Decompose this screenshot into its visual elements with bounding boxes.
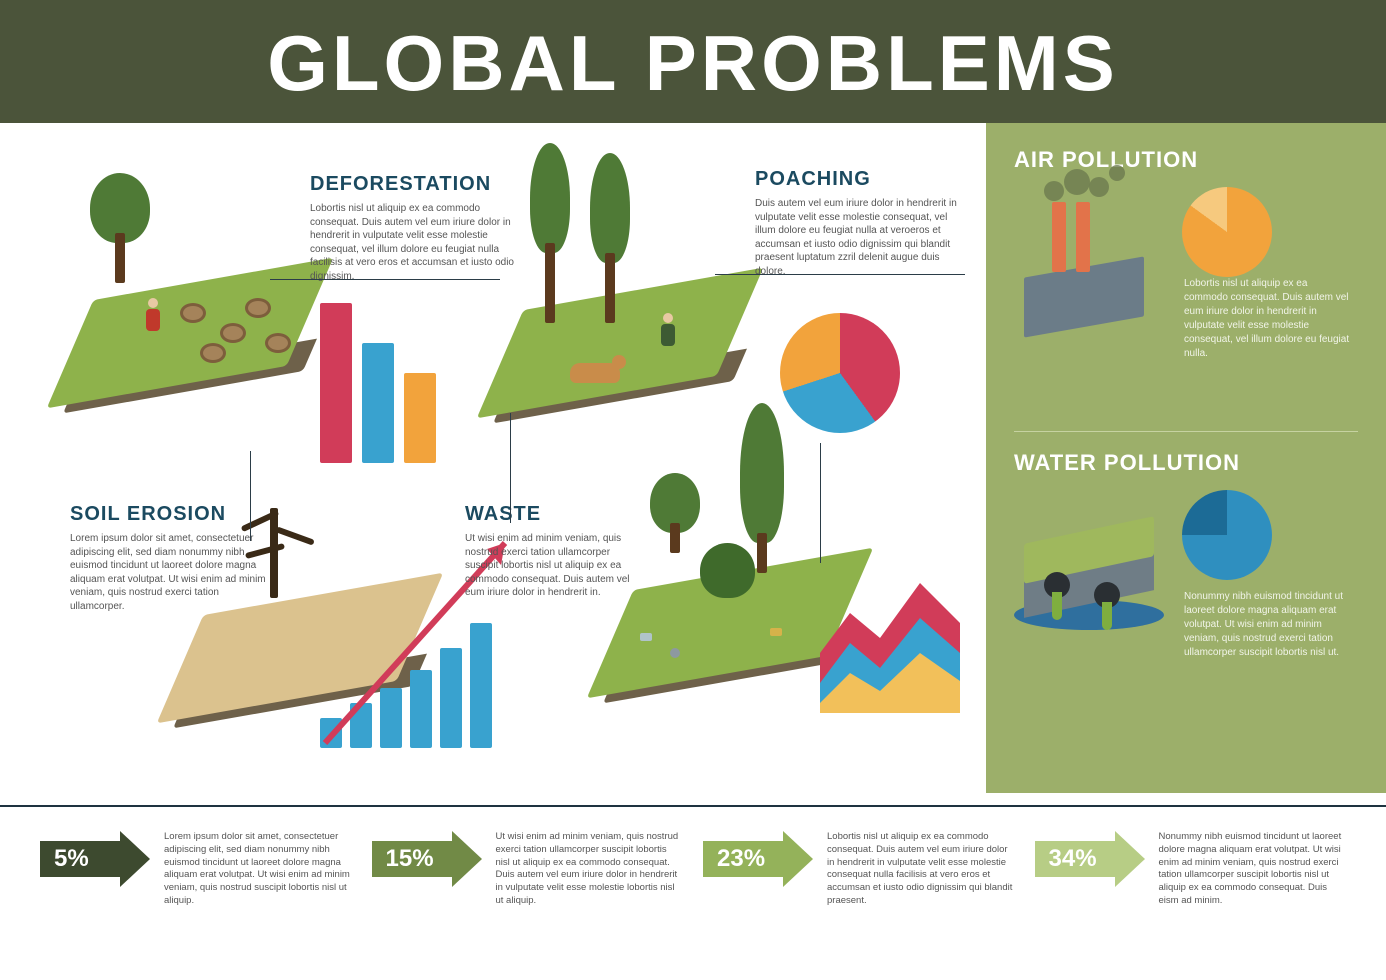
bar <box>320 303 352 463</box>
footer-item: 15% Ut wisi enim ad minim veniam, quis n… <box>372 831 684 908</box>
bar <box>404 373 436 463</box>
lumberjack-icon <box>145 298 161 338</box>
deforestation-bar-chart <box>320 303 436 463</box>
footer-item: 5% Lorem ipsum dolor sit amet, consectet… <box>40 831 352 908</box>
tree-icon <box>530 143 570 323</box>
water-pollution-pie-chart <box>1182 490 1272 580</box>
waste-area-chart <box>820 573 970 723</box>
percent-arrow-icon: 23% <box>703 831 813 887</box>
percent-label: 5% <box>54 845 89 873</box>
section-title: SOIL EROSION <box>70 503 270 526</box>
bar <box>362 343 394 463</box>
stump-icon <box>180 303 206 323</box>
bush-icon <box>700 543 755 588</box>
section-title: POACHING <box>755 168 970 191</box>
water-pollution-body: Nonummy nibh euismod tincidunt ut laoree… <box>1184 590 1354 660</box>
stump-icon <box>200 343 226 363</box>
stump-icon <box>220 323 246 343</box>
waste-tile <box>610 533 850 673</box>
water-pollution-title: WATER POLLUTION <box>1014 450 1358 476</box>
air-pollution-pie-chart <box>1182 187 1272 277</box>
percent-arrow-icon: 15% <box>372 831 482 887</box>
section-title: WASTE <box>465 503 635 526</box>
footer-item: 34% Nonummy nibh euismod tincidunt ut la… <box>1035 831 1347 908</box>
sidebar: AIR POLLUTION Lobortis nisl ut aliquip e… <box>986 123 1386 793</box>
footer-item: 23% Lobortis nisl ut aliquip ex ea commo… <box>703 831 1015 908</box>
air-pollution-body: Lobortis nisl ut aliquip ex ea commodo c… <box>1184 277 1354 361</box>
pipe-icon <box>1014 490 1164 630</box>
header-banner: GLOBAL PROBLEMS <box>0 0 1386 123</box>
deer-icon <box>570 363 620 383</box>
divider <box>1014 431 1358 432</box>
hunter-icon <box>660 313 676 353</box>
footer-body: Nonummy nibh euismod tincidunt ut laoree… <box>1159 831 1347 908</box>
trash-icon <box>670 648 680 658</box>
footer-stats: 5% Lorem ipsum dolor sit amet, consectet… <box>0 805 1386 936</box>
percent-arrow-icon: 34% <box>1035 831 1145 887</box>
footer-body: Lobortis nisl ut aliquip ex ea commodo c… <box>827 831 1015 908</box>
trash-icon <box>640 633 652 641</box>
tree-icon <box>650 473 700 553</box>
poaching-pie-chart <box>780 313 900 433</box>
tree-icon <box>90 173 150 283</box>
air-pollution-title: AIR POLLUTION <box>1014 147 1358 173</box>
section-body: Lobortis nisl ut aliquip ex ea commodo c… <box>310 202 530 283</box>
footer-body: Lorem ipsum dolor sit amet, consectetuer… <box>164 831 352 908</box>
factory-icon <box>1014 187 1164 327</box>
trash-icon <box>770 628 782 636</box>
footer-body: Ut wisi enim ad minim veniam, quis nostr… <box>496 831 684 908</box>
dead-tree-icon <box>270 508 278 598</box>
percent-arrow-icon: 5% <box>40 831 150 887</box>
poaching-tile <box>500 253 740 393</box>
section-body: Duis autem vel eum iriure dolor in hendr… <box>755 197 970 278</box>
percent-label: 34% <box>1049 845 1097 873</box>
stump-icon <box>245 298 271 318</box>
deforestation-tile <box>70 243 310 383</box>
stump-icon <box>265 333 291 353</box>
percent-label: 15% <box>386 845 434 873</box>
left-panel: DEFORESTATION Lobortis nisl ut aliquip e… <box>0 123 986 793</box>
percent-label: 23% <box>717 845 765 873</box>
main-region: DEFORESTATION Lobortis nisl ut aliquip e… <box>0 123 1386 793</box>
deforestation-text: DEFORESTATION Lobortis nisl ut aliquip e… <box>310 173 530 283</box>
section-title: DEFORESTATION <box>310 173 530 196</box>
page-title: GLOBAL PROBLEMS <box>0 18 1386 109</box>
tree-icon <box>590 153 630 323</box>
poaching-text: POACHING Duis autem vel eum iriure dolor… <box>755 168 970 278</box>
